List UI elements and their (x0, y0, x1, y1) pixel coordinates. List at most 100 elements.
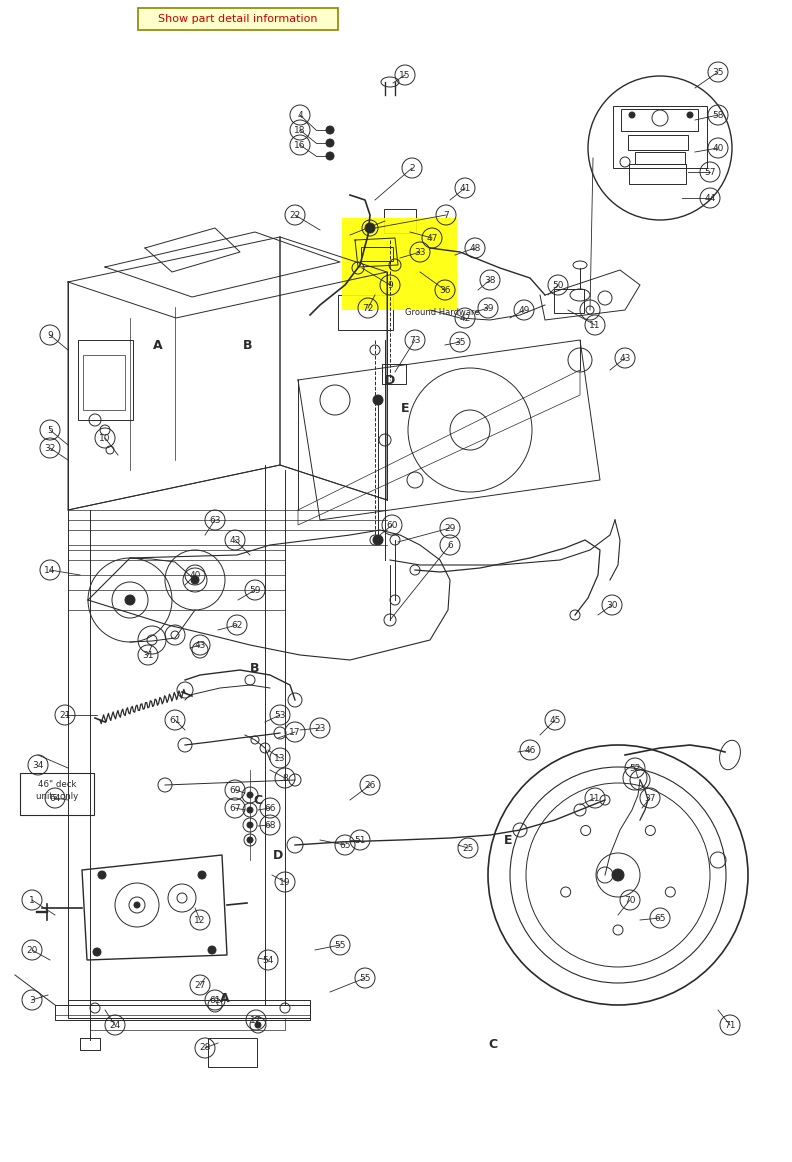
Text: Show part detail information: Show part detail information (158, 14, 318, 24)
Text: 31: 31 (143, 651, 154, 660)
Text: 34: 34 (32, 760, 44, 769)
Circle shape (98, 872, 106, 878)
Text: 72: 72 (362, 303, 374, 313)
Text: 2: 2 (409, 164, 415, 172)
Circle shape (326, 139, 334, 148)
Circle shape (373, 535, 383, 545)
Text: 58: 58 (712, 110, 724, 120)
Text: 20: 20 (26, 946, 38, 954)
Text: units only: units only (36, 791, 78, 801)
Text: 28: 28 (200, 1043, 211, 1053)
Text: 50: 50 (552, 280, 564, 289)
Text: 53: 53 (274, 710, 286, 719)
Text: 52: 52 (630, 763, 641, 773)
Circle shape (134, 902, 140, 908)
Text: 43: 43 (230, 536, 241, 545)
Text: 37: 37 (644, 794, 656, 803)
Text: 3: 3 (29, 996, 35, 1004)
Text: 42: 42 (459, 314, 470, 323)
Text: 29: 29 (444, 524, 455, 532)
Text: 18: 18 (295, 125, 306, 135)
Circle shape (93, 948, 101, 956)
Text: 66: 66 (265, 803, 276, 812)
Text: 40: 40 (189, 571, 200, 580)
Text: B: B (243, 338, 253, 351)
Text: 61: 61 (169, 716, 181, 724)
Text: 38: 38 (484, 275, 496, 285)
Text: A: A (220, 991, 230, 1004)
Text: 36: 36 (440, 286, 451, 294)
Text: 55: 55 (334, 940, 346, 949)
Text: 21: 21 (59, 710, 70, 719)
Text: 62: 62 (231, 621, 242, 630)
Circle shape (365, 223, 375, 234)
Text: 10: 10 (99, 433, 111, 443)
Text: 8: 8 (282, 774, 287, 782)
Text: 39: 39 (482, 303, 493, 313)
Circle shape (247, 822, 253, 829)
Text: 9: 9 (48, 330, 53, 339)
Text: 48: 48 (470, 244, 481, 252)
Circle shape (326, 125, 334, 134)
Circle shape (191, 576, 199, 584)
Text: 60: 60 (386, 521, 398, 530)
Circle shape (255, 1023, 261, 1028)
Text: 11: 11 (589, 321, 601, 330)
Text: 69: 69 (229, 786, 241, 795)
Text: 70: 70 (624, 896, 636, 904)
Circle shape (208, 946, 216, 954)
Text: A: A (153, 338, 163, 351)
Text: 54: 54 (262, 955, 274, 964)
Text: 27: 27 (194, 981, 206, 990)
Text: 11: 11 (589, 794, 601, 803)
Text: 12: 12 (194, 916, 206, 925)
Text: 30: 30 (606, 601, 618, 610)
Text: B: B (250, 661, 260, 674)
Text: D: D (273, 848, 283, 861)
Text: 43: 43 (619, 353, 630, 363)
Circle shape (373, 395, 383, 406)
Text: 16: 16 (295, 141, 306, 150)
Text: 26: 26 (364, 781, 375, 789)
Text: 68: 68 (265, 820, 276, 830)
Text: C: C (489, 1039, 497, 1052)
Circle shape (125, 595, 135, 605)
Text: 13: 13 (274, 753, 286, 762)
Text: 22: 22 (289, 210, 301, 220)
Text: 14: 14 (44, 566, 55, 574)
Circle shape (687, 112, 693, 119)
Text: 57: 57 (704, 167, 716, 177)
Text: 46" deck: 46" deck (38, 780, 76, 789)
Text: 5: 5 (48, 425, 53, 435)
Text: 4: 4 (297, 110, 303, 120)
Text: 17: 17 (250, 1016, 261, 1025)
Text: 1: 1 (29, 896, 35, 904)
Text: 49: 49 (518, 306, 530, 315)
Text: 41: 41 (459, 184, 470, 193)
Text: Ground Hardware: Ground Hardware (405, 308, 480, 316)
Text: 65: 65 (339, 840, 351, 849)
Text: 35: 35 (712, 67, 724, 77)
Text: 73: 73 (409, 336, 421, 344)
Text: 15: 15 (399, 71, 411, 79)
Text: 9: 9 (387, 280, 393, 289)
Text: 55: 55 (360, 974, 371, 983)
Text: 47: 47 (426, 234, 438, 243)
Text: 6: 6 (447, 540, 453, 550)
Text: 17: 17 (289, 727, 301, 737)
Text: 59: 59 (249, 586, 261, 595)
Text: 46: 46 (524, 746, 535, 754)
Text: 32: 32 (44, 444, 55, 452)
Text: 65: 65 (654, 913, 666, 923)
Text: E: E (504, 833, 512, 846)
Text: 61: 61 (209, 996, 221, 1004)
Circle shape (198, 872, 206, 878)
FancyBboxPatch shape (138, 8, 338, 30)
Text: 71: 71 (724, 1020, 736, 1030)
Circle shape (612, 869, 624, 881)
Circle shape (326, 152, 334, 160)
Text: 33: 33 (414, 248, 426, 257)
Circle shape (247, 792, 253, 798)
Circle shape (629, 112, 635, 119)
Text: 19: 19 (280, 877, 291, 887)
